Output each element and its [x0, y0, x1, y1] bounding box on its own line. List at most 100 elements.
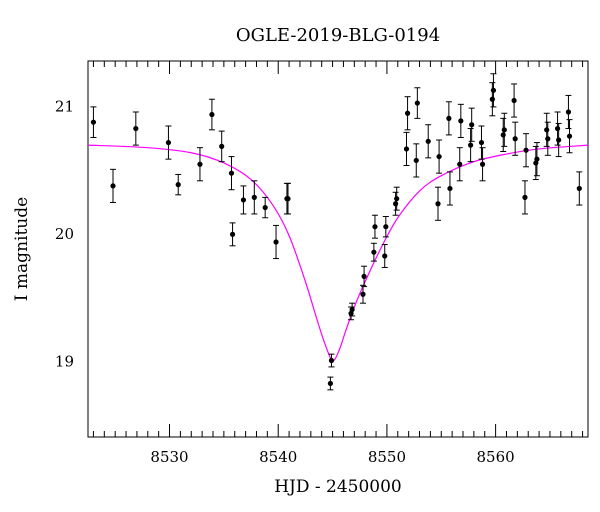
data-point	[196, 147, 203, 182]
data-point	[533, 142, 540, 177]
data-point	[565, 94, 572, 130]
data-point	[566, 119, 573, 154]
point-marker	[240, 197, 247, 203]
data-point	[382, 215, 389, 238]
point-marker	[566, 133, 573, 139]
point-marker	[512, 136, 518, 142]
data-point	[349, 302, 356, 317]
data-point	[228, 156, 235, 191]
data-point	[175, 173, 182, 196]
data-point	[490, 73, 497, 108]
point-marker	[501, 127, 507, 133]
point-marker	[110, 183, 116, 189]
point-marker	[209, 111, 215, 118]
point-marker	[372, 224, 378, 230]
point-marker	[544, 127, 550, 133]
point-marker	[219, 143, 225, 149]
data-point	[478, 125, 485, 160]
y-tick-label: 19	[55, 353, 74, 371]
point-marker	[228, 170, 235, 176]
point-marker	[489, 96, 495, 102]
point-marker	[175, 182, 181, 188]
data-point	[555, 122, 562, 158]
point-marker	[436, 153, 442, 160]
chart-title: OGLE-2019-BLG-0194	[236, 25, 440, 46]
point-marker	[90, 119, 97, 125]
y-tick-label: 20	[55, 225, 74, 243]
point-marker	[285, 196, 291, 202]
data-point	[544, 121, 551, 156]
data-point	[361, 265, 368, 288]
point-marker	[565, 109, 572, 115]
point-marker	[251, 194, 257, 200]
data-point	[240, 185, 247, 215]
data-point	[273, 224, 280, 260]
axis-ticks: 8530 8540 8550 8560 19 20 21	[55, 61, 584, 466]
point-marker	[511, 97, 517, 104]
point-marker	[394, 196, 400, 202]
data-point	[435, 186, 441, 221]
data-point	[457, 103, 464, 138]
data-point	[328, 353, 335, 368]
point-marker	[576, 185, 582, 192]
data-point	[576, 171, 583, 206]
point-marker	[478, 139, 485, 146]
data-point	[90, 106, 97, 138]
data-point	[425, 124, 432, 159]
point-marker	[273, 239, 279, 245]
point-marker	[479, 161, 486, 167]
point-marker	[383, 224, 389, 230]
x-tick-label: 8550	[368, 448, 406, 466]
data-point	[285, 182, 291, 215]
data-point	[165, 125, 172, 160]
point-marker	[490, 87, 497, 93]
data-point	[403, 131, 410, 167]
data-point	[132, 111, 139, 146]
data-point	[468, 107, 475, 142]
data-point	[229, 222, 236, 247]
x-tick-label: 8560	[477, 448, 515, 466]
data-point	[262, 196, 269, 219]
data-point	[511, 83, 518, 118]
data-point	[413, 143, 420, 178]
data-point	[543, 112, 550, 147]
point-marker	[404, 110, 411, 116]
point-marker	[327, 380, 333, 387]
data-point	[456, 147, 463, 182]
point-marker	[425, 138, 431, 144]
data-point	[218, 130, 225, 163]
point-marker	[165, 139, 172, 146]
data-point	[414, 87, 421, 119]
data-point	[532, 145, 539, 181]
data-point	[392, 191, 399, 216]
data-point	[371, 214, 378, 239]
model-line	[87, 144, 589, 362]
point-marker	[414, 100, 420, 106]
point-marker	[361, 273, 367, 280]
point-marker	[554, 125, 561, 132]
point-marker	[360, 291, 366, 297]
point-marker	[446, 115, 452, 121]
data-point	[327, 376, 334, 391]
point-marker	[403, 146, 410, 152]
data-point	[512, 121, 519, 156]
model-curve	[87, 144, 589, 362]
point-marker	[457, 161, 463, 167]
point-marker	[197, 161, 203, 167]
data-point	[370, 242, 377, 262]
point-marker	[413, 157, 419, 164]
data-point	[521, 180, 528, 215]
data-points	[90, 73, 583, 391]
x-axis-label: HJD - 2450000	[274, 477, 402, 497]
data-point	[251, 180, 258, 215]
point-marker	[349, 306, 355, 313]
data-point	[489, 82, 496, 117]
point-marker	[556, 137, 562, 143]
plot-frame	[87, 60, 589, 438]
data-point	[436, 139, 443, 174]
point-marker	[435, 201, 441, 207]
point-marker	[458, 118, 464, 124]
point-marker	[522, 194, 528, 200]
data-point	[393, 186, 400, 211]
